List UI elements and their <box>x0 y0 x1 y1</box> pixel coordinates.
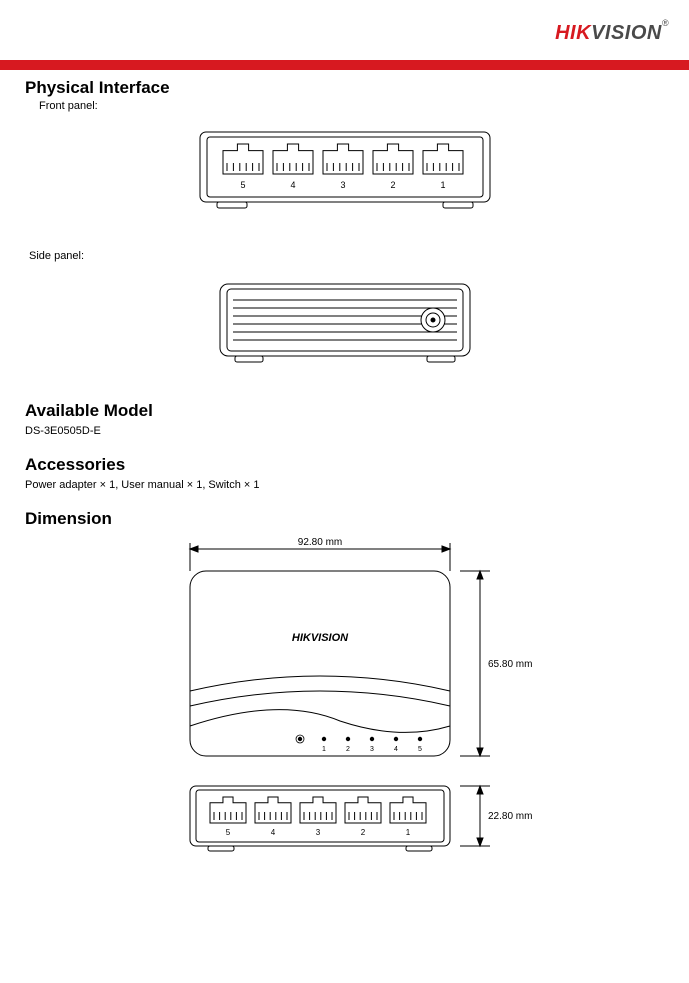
brand-reg: ® <box>662 18 669 28</box>
svg-text:1: 1 <box>322 746 326 753</box>
svg-text:4: 4 <box>394 746 398 753</box>
svg-text:2: 2 <box>390 180 395 190</box>
dimension-figure: 92.80 mm HIKVISION 1 2 3 4 5 65.80 mm <box>25 531 664 881</box>
page-content: Physical Interface Front panel: 5 4 3 2 1 Si… <box>0 78 689 939</box>
svg-text:3: 3 <box>370 746 374 753</box>
front-panel-figure: 5 4 3 2 1 <box>25 122 664 222</box>
side-panel-figure <box>25 276 664 371</box>
svg-text:1: 1 <box>405 828 410 837</box>
physical-interface-heading: Physical Interface <box>25 78 664 98</box>
side-panel-label: Side panel: <box>29 250 664 262</box>
dim-height-label: 65.80 mm <box>488 659 532 670</box>
svg-text:3: 3 <box>315 828 320 837</box>
front-panel-label: Front panel: <box>39 100 664 112</box>
svg-text:4: 4 <box>270 828 275 837</box>
svg-text:2: 2 <box>360 828 365 837</box>
available-model-text: DS-3E0505D-E <box>25 425 664 437</box>
red-accent-bar <box>0 60 689 70</box>
svg-text:3: 3 <box>340 180 345 190</box>
dim-depth-label: 22.80 mm <box>488 811 532 822</box>
svg-text:5: 5 <box>418 746 422 753</box>
svg-text:5: 5 <box>240 180 245 190</box>
page-header: HIKVISION® <box>0 0 689 60</box>
available-model-heading: Available Model <box>25 401 664 421</box>
dimension-svg: 92.80 mm HIKVISION 1 2 3 4 5 65.80 mm <box>130 531 560 881</box>
dimension-heading: Dimension <box>25 509 664 529</box>
side-panel-svg <box>215 276 475 371</box>
accessories-heading: Accessories <box>25 455 664 475</box>
brand-logo: HIKVISION® <box>555 22 669 45</box>
brand-vision: VISION <box>591 22 662 44</box>
svg-text:1: 1 <box>440 180 445 190</box>
front-panel-svg: 5 4 3 2 1 <box>195 122 495 222</box>
svg-text:5: 5 <box>225 828 230 837</box>
svg-text:4: 4 <box>290 180 295 190</box>
dim-width-label: 92.80 mm <box>297 537 341 548</box>
brand-hik: HIK <box>555 22 591 44</box>
accessories-text: Power adapter × 1, User manual × 1, Swit… <box>25 479 664 491</box>
dim-top-brand: HIKVISION <box>291 632 348 644</box>
svg-text:2: 2 <box>346 746 350 753</box>
